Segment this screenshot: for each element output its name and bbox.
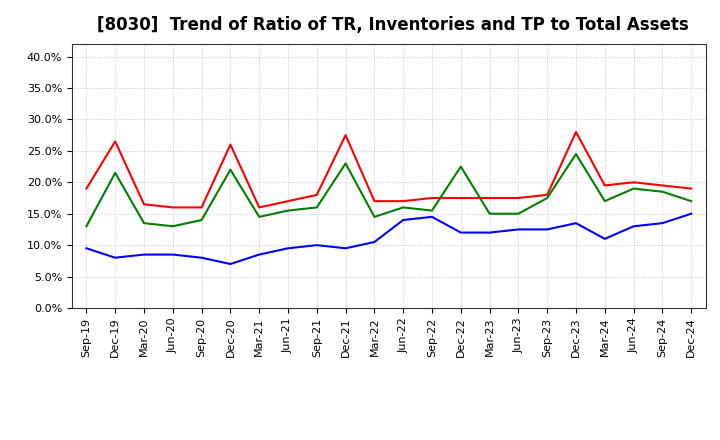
- Inventories: [312, 242, 321, 248]
- Trade Payables: [687, 198, 696, 204]
- Inventories: [168, 252, 177, 257]
- Trade Receivables: [341, 132, 350, 138]
- Trade Receivables: [687, 186, 696, 191]
- Trade Payables: [255, 214, 264, 220]
- Trade Payables: [226, 167, 235, 172]
- Trade Payables: [370, 214, 379, 220]
- Inventories: [370, 239, 379, 245]
- Inventories: [456, 230, 465, 235]
- Trade Receivables: [572, 129, 580, 135]
- Trade Receivables: [600, 183, 609, 188]
- Inventories: [658, 220, 667, 226]
- Inventories: [514, 227, 523, 232]
- Trade Payables: [111, 170, 120, 176]
- Trade Payables: [485, 211, 494, 216]
- Trade Receivables: [399, 198, 408, 204]
- Text: [8030]  Trend of Ratio of TR, Inventories and TP to Total Assets: [8030] Trend of Ratio of TR, Inventories…: [97, 16, 689, 34]
- Inventories: [226, 261, 235, 267]
- Trade Receivables: [312, 192, 321, 198]
- Trade Payables: [284, 208, 292, 213]
- Trade Payables: [658, 189, 667, 194]
- Trade Payables: [168, 224, 177, 229]
- Line: Trade Payables: Trade Payables: [86, 154, 691, 226]
- Trade Receivables: [514, 195, 523, 201]
- Trade Payables: [428, 208, 436, 213]
- Trade Receivables: [543, 192, 552, 198]
- Trade Receivables: [111, 139, 120, 144]
- Inventories: [140, 252, 148, 257]
- Trade Receivables: [370, 198, 379, 204]
- Trade Payables: [629, 186, 638, 191]
- Inventories: [399, 217, 408, 223]
- Inventories: [197, 255, 206, 260]
- Inventories: [255, 252, 264, 257]
- Trade Receivables: [168, 205, 177, 210]
- Trade Receivables: [658, 183, 667, 188]
- Trade Payables: [456, 164, 465, 169]
- Trade Receivables: [226, 142, 235, 147]
- Trade Receivables: [197, 205, 206, 210]
- Inventories: [82, 246, 91, 251]
- Trade Receivables: [255, 205, 264, 210]
- Inventories: [111, 255, 120, 260]
- Trade Payables: [399, 205, 408, 210]
- Inventories: [629, 224, 638, 229]
- Line: Inventories: Inventories: [86, 214, 691, 264]
- Trade Receivables: [428, 195, 436, 201]
- Trade Payables: [197, 217, 206, 223]
- Line: Trade Receivables: Trade Receivables: [86, 132, 691, 207]
- Trade Payables: [140, 220, 148, 226]
- Trade Payables: [312, 205, 321, 210]
- Inventories: [572, 220, 580, 226]
- Inventories: [600, 236, 609, 242]
- Trade Receivables: [456, 195, 465, 201]
- Trade Receivables: [82, 186, 91, 191]
- Inventories: [543, 227, 552, 232]
- Trade Payables: [543, 195, 552, 201]
- Trade Payables: [600, 198, 609, 204]
- Trade Payables: [341, 161, 350, 166]
- Inventories: [341, 246, 350, 251]
- Trade Payables: [514, 211, 523, 216]
- Trade Receivables: [140, 202, 148, 207]
- Trade Receivables: [284, 198, 292, 204]
- Inventories: [687, 211, 696, 216]
- Trade Payables: [572, 151, 580, 157]
- Trade Payables: [82, 224, 91, 229]
- Inventories: [284, 246, 292, 251]
- Trade Receivables: [629, 180, 638, 185]
- Inventories: [485, 230, 494, 235]
- Trade Receivables: [485, 195, 494, 201]
- Inventories: [428, 214, 436, 220]
